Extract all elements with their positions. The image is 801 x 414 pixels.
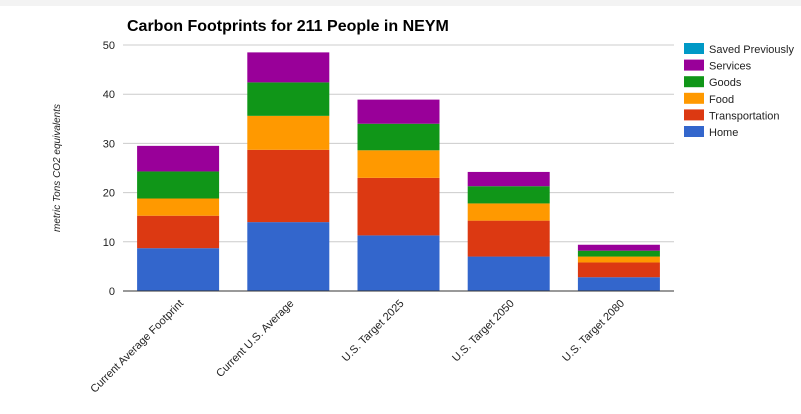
- bar-segment-goods[interactable]: [247, 82, 330, 116]
- bar-segment-home[interactable]: [357, 235, 440, 291]
- y-tick-label: 50: [103, 40, 115, 52]
- bar-segment-goods[interactable]: [467, 186, 550, 204]
- y-tick-label: 10: [103, 237, 115, 249]
- legend-label: Saved Previously: [709, 44, 794, 56]
- y-tick-label: 40: [103, 89, 115, 101]
- bar-stack[interactable]: [467, 171, 550, 291]
- bar-stack[interactable]: [577, 244, 660, 291]
- y-axis-label: metric Tons CO2 equivalents: [52, 104, 63, 232]
- bar-segment-home[interactable]: [247, 222, 330, 291]
- legend-label: Home: [709, 127, 738, 139]
- legend-item[interactable]: Home: [684, 126, 738, 139]
- bar-segment-services[interactable]: [137, 145, 220, 172]
- legend-swatch: [684, 126, 704, 137]
- y-axis-ticks: 0 10 20 30 40 50: [103, 40, 115, 298]
- y-tick-label: 30: [103, 138, 115, 150]
- bar-segment-services[interactable]: [467, 171, 550, 187]
- legend-swatch: [684, 109, 704, 121]
- chart-title: Carbon Footprints for 211 People in NEYM: [127, 18, 449, 35]
- x-tick-label: U.S. Target 2050: [450, 298, 517, 365]
- bar-segment-home[interactable]: [467, 256, 550, 291]
- bar-segment-goods[interactable]: [137, 171, 220, 199]
- legend-item[interactable]: Food: [684, 92, 734, 106]
- bar-segment-services[interactable]: [247, 52, 330, 83]
- legend-label: Goods: [709, 77, 742, 89]
- bar-segment-transportation[interactable]: [467, 220, 550, 257]
- bar-segment-transportation[interactable]: [137, 215, 220, 249]
- y-tick-label: 0: [109, 286, 115, 298]
- x-tick-label: Current Average Footprint: [88, 298, 186, 396]
- bar-segment-food[interactable]: [577, 256, 660, 263]
- legend-swatch: [684, 76, 704, 88]
- x-axis-ticks: Current Average Footprint Current U.S. Av…: [88, 298, 627, 396]
- bar-segment-food[interactable]: [357, 150, 440, 178]
- legend-item[interactable]: Transportation: [684, 109, 780, 122]
- bar-segment-transportation[interactable]: [247, 149, 330, 223]
- bar-segment-home[interactable]: [137, 248, 220, 291]
- legend-label: Services: [709, 61, 752, 73]
- x-tick-label: U.S. Target 2080: [560, 298, 627, 365]
- bar-segment-services[interactable]: [357, 99, 440, 124]
- bar-stack[interactable]: [137, 145, 220, 291]
- bar-segment-food[interactable]: [467, 203, 550, 221]
- legend-item[interactable]: Goods: [684, 76, 742, 89]
- bars: [137, 52, 660, 291]
- bar-segment-goods[interactable]: [357, 123, 440, 151]
- bar-stack[interactable]: [357, 99, 440, 291]
- legend-label: Transportation: [709, 110, 780, 122]
- y-tick-label: 20: [103, 188, 115, 200]
- legend-item[interactable]: Services: [684, 59, 752, 73]
- bar-segment-services[interactable]: [577, 244, 660, 251]
- bar-segment-transportation[interactable]: [357, 177, 440, 236]
- x-tick-label: Current U.S. Average: [214, 298, 296, 380]
- top-strip: [0, 0, 801, 6]
- x-tick-label: U.S. Target 2025: [340, 298, 407, 365]
- legend-swatch: [684, 92, 704, 104]
- bar-segment-goods[interactable]: [577, 250, 660, 257]
- bar-segment-home[interactable]: [577, 277, 660, 291]
- bar-segment-food[interactable]: [247, 115, 330, 150]
- legend-swatch: [684, 59, 704, 71]
- legend-label: Food: [709, 94, 734, 106]
- legend-item[interactable]: Saved Previously: [684, 43, 794, 56]
- bar-stack[interactable]: [247, 52, 330, 291]
- legend[interactable]: Saved Previously Services Goods Food Transpo…: [684, 43, 794, 139]
- bar-segment-transportation[interactable]: [577, 262, 660, 278]
- bar-segment-food[interactable]: [137, 198, 220, 216]
- legend-swatch: [684, 43, 704, 54]
